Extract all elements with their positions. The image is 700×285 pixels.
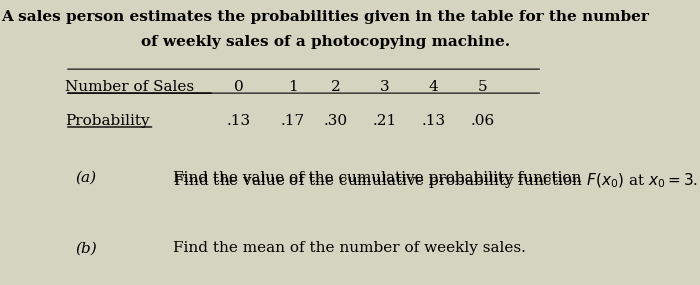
Text: Find the value of the cumulative probability function $F(x_0)$ at $x_0 = 3$.: Find the value of the cumulative probabi…	[174, 171, 699, 190]
Text: Find the mean of the number of weekly sales.: Find the mean of the number of weekly sa…	[174, 241, 526, 255]
Text: .06: .06	[470, 114, 495, 128]
Text: 2: 2	[331, 80, 341, 94]
Text: .13: .13	[421, 114, 446, 128]
Text: .21: .21	[373, 114, 397, 128]
Text: .17: .17	[281, 114, 304, 128]
Text: .30: .30	[324, 114, 348, 128]
Text: 1: 1	[288, 80, 298, 94]
Text: 3: 3	[380, 80, 390, 94]
Text: .13: .13	[226, 114, 251, 128]
Text: Number of Sales: Number of Sales	[65, 80, 194, 94]
Text: of weekly sales of a photocopying machine.: of weekly sales of a photocopying machin…	[141, 35, 510, 49]
Text: (a): (a)	[76, 171, 97, 185]
Text: A sales person estimates the probabilities given in the table for the number: A sales person estimates the probabiliti…	[1, 10, 649, 24]
Text: Probability: Probability	[65, 114, 150, 128]
Text: Find the value of the cumulative probability function: Find the value of the cumulative probabi…	[174, 171, 587, 185]
Text: 0: 0	[234, 80, 244, 94]
Text: 4: 4	[429, 80, 439, 94]
Text: (b): (b)	[76, 241, 97, 255]
Text: 5: 5	[478, 80, 487, 94]
